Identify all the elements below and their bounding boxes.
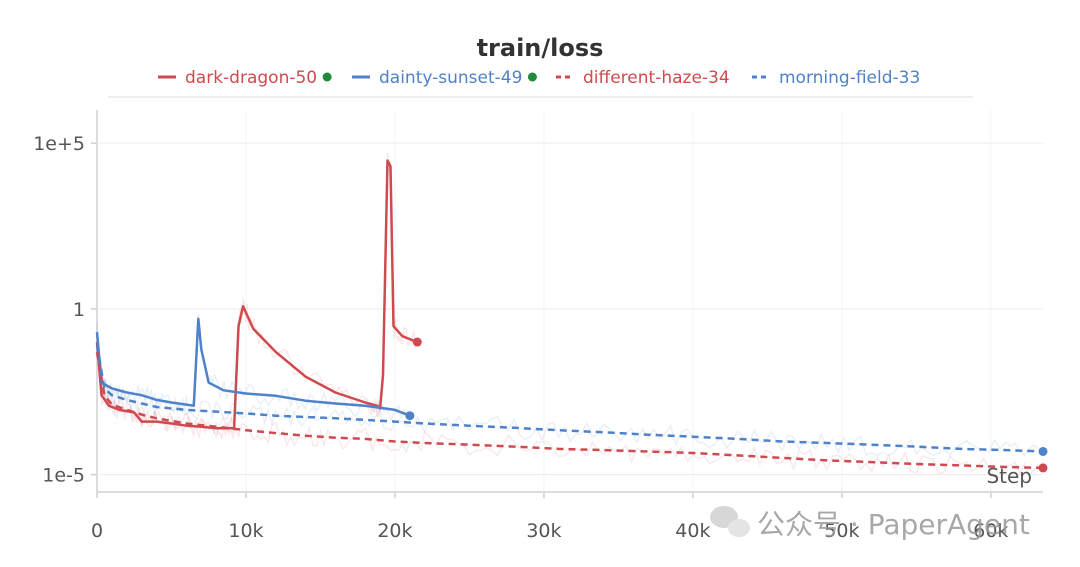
legend-label: dark-dragon-50 (185, 68, 317, 88)
series-line-morning-field-33 (95, 345, 1044, 453)
series-noise-morning-field-33 (96, 342, 1039, 457)
wechat-bubble-small (728, 519, 750, 537)
legend-item-dark-dragon-50[interactable]: dark-dragon-50 (158, 68, 332, 88)
grid (97, 110, 1043, 492)
y-tick-label: 1e-5 (42, 465, 85, 487)
running-indicator-icon (527, 72, 537, 82)
x-axis-label: Step (986, 464, 1032, 488)
x-tick-label: 30k (526, 520, 561, 542)
watermark: 公众号 · PaperAgent (710, 506, 1030, 541)
legend-label: dainty-sunset-49 (379, 68, 522, 88)
series-endpoint-different-haze-34 (1038, 463, 1048, 473)
series-line-dainty-sunset-49 (95, 317, 411, 417)
x-tick-label: 10k (228, 520, 263, 542)
series-layer (95, 152, 1048, 479)
running-indicator-icon (322, 72, 332, 82)
x-tick-label: 40k (675, 520, 710, 542)
series-endpoint-dainty-sunset-49 (405, 411, 415, 421)
series-noise-different-haze-34 (96, 353, 1039, 479)
series-line-different-haze-34 (95, 351, 1044, 470)
legend-item-morning-field-33[interactable]: morning-field-33 (752, 68, 920, 88)
y-tick-label: 1e+5 (33, 133, 85, 155)
axes: 1e-5 1 1e+5 0 10k 20k 30k 40k 50k 60k (33, 110, 1043, 542)
x-tick-label: 60k (973, 520, 1008, 542)
wechat-icon (710, 506, 750, 537)
legend-item-different-haze-34[interactable]: different-haze-34 (556, 68, 730, 88)
chart-title: train/loss (477, 34, 604, 62)
legend-label: different-haze-34 (583, 68, 730, 88)
series-line-dark-dragon-50 (95, 159, 418, 430)
watermark-text: 公众号 · PaperAgent (757, 508, 1030, 541)
legend: dark-dragon-50 dainty-sunset-49 different-… (158, 68, 920, 88)
series-endpoint-morning-field-33 (1038, 446, 1048, 456)
x-tick-label: 50k (824, 520, 859, 542)
series-endpoint-dark-dragon-50 (412, 337, 422, 347)
legend-label: morning-field-33 (779, 68, 920, 88)
y-tick-label: 1 (73, 299, 85, 321)
x-tick-label: 20k (377, 520, 412, 542)
x-tick-label: 0 (91, 520, 103, 542)
legend-item-dainty-sunset-49[interactable]: dainty-sunset-49 (352, 68, 537, 88)
